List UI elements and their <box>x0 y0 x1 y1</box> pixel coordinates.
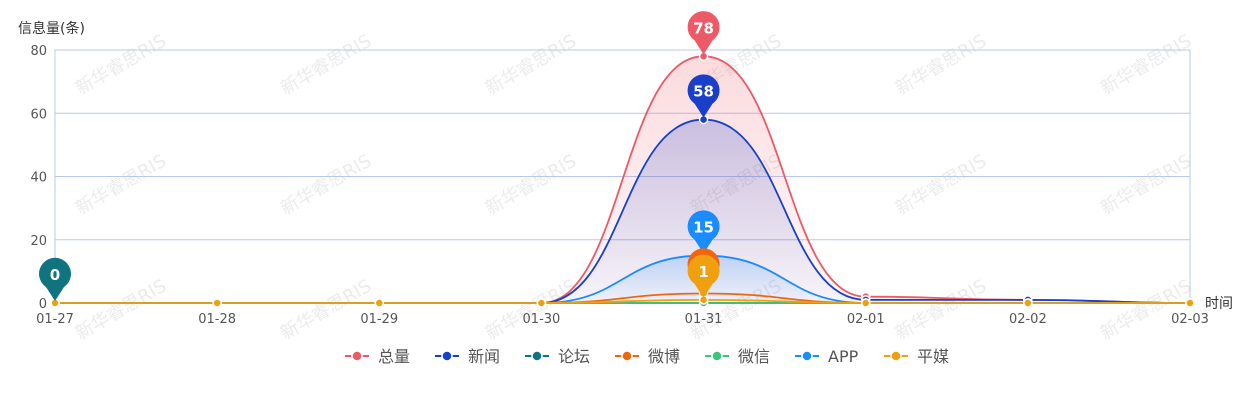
legend-dot <box>351 350 363 362</box>
legend-item[interactable]: APP <box>795 347 859 366</box>
value-pin: 58 <box>687 74 720 118</box>
x-tick-label: 01-30 <box>523 312 561 327</box>
legend-label: 总量 <box>378 347 410 366</box>
data-point[interactable] <box>1185 298 1195 308</box>
watermark-text: 新华睿思RIS <box>277 31 375 100</box>
y-tick-label: 80 <box>30 44 47 59</box>
series-line[interactable] <box>55 298 1190 304</box>
y-tick-label: 40 <box>30 171 47 186</box>
watermark-text: 新华睿思RIS <box>482 31 580 100</box>
legend-item[interactable]: 总量 <box>345 347 410 366</box>
x-tick-label: 01-29 <box>360 312 398 327</box>
watermark-text: 新华睿思RIS <box>1097 31 1195 100</box>
watermark-text: 新华睿思RIS <box>72 31 170 100</box>
legend-label: APP <box>828 347 859 366</box>
y-tick-label: 60 <box>30 107 47 122</box>
pin-label: 78 <box>693 19 714 37</box>
legend: 总量 新闻 论坛 微博 微信 APP 平媒 <box>345 347 949 366</box>
y-tick-label: 20 <box>30 234 47 249</box>
watermark-text: 新华睿思RIS <box>72 151 170 220</box>
pin-label: 0 <box>50 266 60 284</box>
x-tick-label: 01-28 <box>198 312 236 327</box>
watermark-text: 新华睿思RIS <box>277 276 375 345</box>
legend-item[interactable]: 微博 <box>615 347 680 366</box>
x-tick-label: 01-27 <box>36 312 74 327</box>
legend-item[interactable]: 新闻 <box>435 347 500 366</box>
value-markers: 78 58 15 1 0 <box>39 11 720 301</box>
y-axis-title: 信息量(条) <box>18 20 85 37</box>
pin-shape <box>687 254 720 298</box>
watermark-text: 新华睿思RIS <box>892 31 990 100</box>
watermark-text: 新华睿思RIS <box>482 151 580 220</box>
pin-shape <box>687 11 720 55</box>
legend-item[interactable]: 微信 <box>705 347 770 366</box>
watermark-text: 新华睿思RIS <box>892 276 990 345</box>
watermark-text: 新华睿思RIS <box>1097 151 1195 220</box>
data-point[interactable] <box>212 298 222 308</box>
legend-label: 平媒 <box>917 347 949 366</box>
legend-label: 微博 <box>648 347 680 366</box>
x-tick-label: 02-03 <box>1171 312 1209 327</box>
value-pin: 78 <box>687 11 720 55</box>
legend-item[interactable]: 平媒 <box>884 347 949 366</box>
legend-label: 新闻 <box>468 347 500 366</box>
legend-dot <box>441 350 453 362</box>
legend-dot <box>531 350 543 362</box>
legend-label: 论坛 <box>558 347 590 366</box>
watermark-text: 新华睿思RIS <box>482 276 580 345</box>
pin-label: 1 <box>698 263 708 281</box>
value-pin: 0 <box>39 257 71 301</box>
data-point[interactable] <box>1023 298 1033 308</box>
axes: 信息量(条) 时间 <box>18 20 1233 312</box>
legend-dot <box>890 350 902 362</box>
watermark-text: 新华睿思RIS <box>892 151 990 220</box>
x-tick-label: 01-31 <box>685 312 723 327</box>
legend-dot <box>711 350 723 362</box>
value-pin: 1 <box>687 254 720 298</box>
pin-shape <box>687 210 720 254</box>
legend-dot <box>621 350 633 362</box>
data-point[interactable] <box>374 298 385 308</box>
data-point[interactable] <box>860 298 871 308</box>
data-point[interactable] <box>536 298 547 308</box>
y-tick-label: 0 <box>39 297 47 312</box>
watermark-text: 新华睿思RIS <box>277 151 375 220</box>
value-pin: 15 <box>687 210 720 254</box>
legend-dot <box>801 350 813 362</box>
pin-label: 58 <box>693 83 714 101</box>
series-lines <box>55 55 1191 304</box>
x-tick-label: 02-02 <box>1009 312 1047 327</box>
x-axis-title: 时间 <box>1205 296 1233 312</box>
legend-item[interactable]: 论坛 <box>525 347 590 366</box>
watermark-text: 新华睿思RIS <box>72 276 170 345</box>
pin-shape <box>687 74 720 118</box>
pin-shape <box>39 257 71 301</box>
watermark-text: 新华睿思RIS <box>1097 276 1195 345</box>
legend-label: 微信 <box>738 347 770 366</box>
x-tick-label: 02-01 <box>847 312 885 327</box>
pin-label: 15 <box>693 219 714 237</box>
